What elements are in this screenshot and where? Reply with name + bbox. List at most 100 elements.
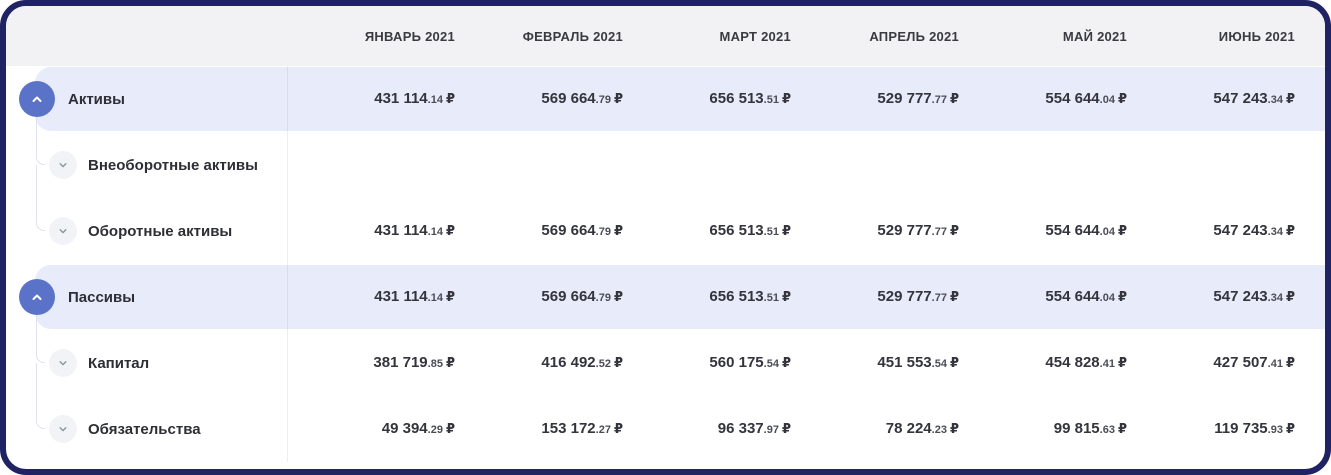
table-row: Капитал 381 719.85 ₽416 492.52 ₽560 175.54 ₽… bbox=[6, 315, 1325, 396]
ruble-sign: ₽ bbox=[445, 91, 455, 106]
ruble-sign: ₽ bbox=[781, 355, 791, 370]
value-cell: 529 777.77 ₽ bbox=[791, 222, 959, 240]
chevron-down-icon bbox=[56, 224, 70, 238]
ruble-sign: ₽ bbox=[1285, 223, 1295, 238]
value-cell: 554 644.04 ₽ bbox=[959, 288, 1127, 306]
value-cell: 431 114.14 ₽ bbox=[287, 222, 455, 240]
amount-decimal: .29 bbox=[427, 424, 443, 436]
value-cell: 99 815.63 ₽ bbox=[959, 420, 1127, 438]
amount-decimal: .51 bbox=[763, 94, 779, 106]
ruble-sign: ₽ bbox=[1285, 355, 1295, 370]
row-label: Внеоборотные активы bbox=[88, 156, 258, 174]
expand-row-button[interactable] bbox=[49, 349, 77, 377]
amount-decimal: .41 bbox=[1267, 358, 1283, 370]
row-label: Активы bbox=[68, 90, 125, 108]
amount-integer: 569 664 bbox=[541, 222, 596, 239]
amount-decimal: .85 bbox=[427, 358, 443, 370]
amount-decimal: .41 bbox=[1099, 358, 1115, 370]
collapse-row-button[interactable] bbox=[19, 279, 55, 315]
expand-row-button[interactable] bbox=[49, 217, 77, 245]
table-row: Активы 431 114.14 ₽569 664.79 ₽656 513.51 ₽5… bbox=[6, 66, 1325, 132]
amount-decimal: .34 bbox=[1267, 94, 1283, 106]
value-cell: 529 777.77 ₽ bbox=[791, 90, 959, 108]
value-cell: 569 664.79 ₽ bbox=[455, 222, 623, 240]
amount-integer: 547 243 bbox=[1213, 90, 1268, 107]
tree-connector-line bbox=[36, 315, 45, 363]
chevron-up-icon bbox=[28, 90, 46, 108]
ruble-sign: ₽ bbox=[949, 289, 959, 304]
ruble-sign: ₽ bbox=[445, 421, 455, 436]
amount-integer: 529 777 bbox=[877, 288, 932, 305]
value-cell: 381 719.85 ₽ bbox=[287, 354, 455, 372]
amount-decimal: .27 bbox=[595, 424, 611, 436]
amount-decimal: .54 bbox=[763, 358, 779, 370]
value-cell: 153 172.27 ₽ bbox=[455, 420, 623, 438]
column-divider bbox=[287, 66, 288, 462]
chevron-down-icon bbox=[56, 158, 70, 172]
value-cell: 431 114.14 ₽ bbox=[287, 288, 455, 306]
amount-integer: 427 507 bbox=[1213, 354, 1268, 371]
amount-integer: 547 243 bbox=[1213, 222, 1268, 239]
ruble-sign: ₽ bbox=[949, 91, 959, 106]
amount-integer: 96 337 bbox=[717, 420, 764, 437]
value-cell: 431 114.14 ₽ bbox=[287, 90, 455, 108]
amount-integer: 554 644 bbox=[1045, 90, 1100, 107]
collapse-row-button[interactable] bbox=[19, 81, 55, 117]
ruble-sign: ₽ bbox=[1117, 223, 1127, 238]
amount-integer: 656 513 bbox=[709, 222, 764, 239]
ruble-sign: ₽ bbox=[1285, 289, 1295, 304]
value-cell: 119 735.93 ₽ bbox=[1127, 420, 1295, 438]
ruble-sign: ₽ bbox=[781, 223, 791, 238]
ruble-sign: ₽ bbox=[781, 289, 791, 304]
column-header: АПРЕЛЬ 2021 bbox=[869, 28, 959, 44]
ruble-sign: ₽ bbox=[613, 421, 623, 436]
amount-decimal: .23 bbox=[931, 424, 947, 436]
ruble-sign: ₽ bbox=[613, 223, 623, 238]
amount-decimal: .52 bbox=[595, 358, 611, 370]
amount-integer: 454 828 bbox=[1045, 354, 1100, 371]
amount-integer: 554 644 bbox=[1045, 222, 1100, 239]
amount-integer: 381 719 bbox=[373, 354, 428, 371]
amount-integer: 529 777 bbox=[877, 222, 932, 239]
amount-decimal: .51 bbox=[763, 292, 779, 304]
value-cell: 656 513.51 ₽ bbox=[623, 90, 791, 108]
tree-connector-line bbox=[36, 363, 45, 429]
column-header: МАЙ 2021 bbox=[1062, 28, 1127, 44]
ruble-sign: ₽ bbox=[445, 223, 455, 238]
value-cell: 547 243.34 ₽ bbox=[1127, 288, 1295, 306]
ruble-sign: ₽ bbox=[1117, 289, 1127, 304]
amount-integer: 554 644 bbox=[1045, 288, 1100, 305]
amount-integer: 416 492 bbox=[541, 354, 596, 371]
column-header: ФЕВРАЛЬ 2021 bbox=[522, 28, 623, 44]
chevron-up-icon bbox=[28, 288, 46, 306]
chevron-down-icon bbox=[56, 356, 70, 370]
value-cell: 554 644.04 ₽ bbox=[959, 90, 1127, 108]
amount-integer: 119 735 bbox=[1214, 420, 1268, 437]
amount-decimal: .04 bbox=[1099, 226, 1115, 238]
amount-decimal: .04 bbox=[1099, 94, 1115, 106]
ruble-sign: ₽ bbox=[781, 421, 791, 436]
value-cell: 451 553.54 ₽ bbox=[791, 354, 959, 372]
amount-decimal: .51 bbox=[763, 226, 779, 238]
expand-row-button[interactable] bbox=[49, 415, 77, 443]
value-cell: 656 513.51 ₽ bbox=[623, 288, 791, 306]
amount-integer: 569 664 bbox=[541, 90, 596, 107]
value-cell: 554 644.04 ₽ bbox=[959, 222, 1127, 240]
ruble-sign: ₽ bbox=[613, 289, 623, 304]
amount-decimal: .14 bbox=[427, 226, 443, 238]
amount-integer: 431 114 bbox=[374, 90, 428, 107]
expand-row-button[interactable] bbox=[49, 151, 77, 179]
amount-integer: 99 815 bbox=[1053, 420, 1100, 437]
amount-integer: 529 777 bbox=[877, 90, 932, 107]
ruble-sign: ₽ bbox=[781, 91, 791, 106]
amount-integer: 656 513 bbox=[709, 288, 764, 305]
amount-integer: 451 553 bbox=[877, 354, 932, 371]
amount-decimal: .34 bbox=[1267, 292, 1283, 304]
value-cell: 569 664.79 ₽ bbox=[455, 288, 623, 306]
amount-decimal: .77 bbox=[931, 94, 947, 106]
amount-decimal: .63 bbox=[1099, 424, 1115, 436]
ruble-sign: ₽ bbox=[1285, 421, 1295, 436]
amount-decimal: .54 bbox=[931, 358, 947, 370]
ruble-sign: ₽ bbox=[613, 91, 623, 106]
ruble-sign: ₽ bbox=[445, 355, 455, 370]
